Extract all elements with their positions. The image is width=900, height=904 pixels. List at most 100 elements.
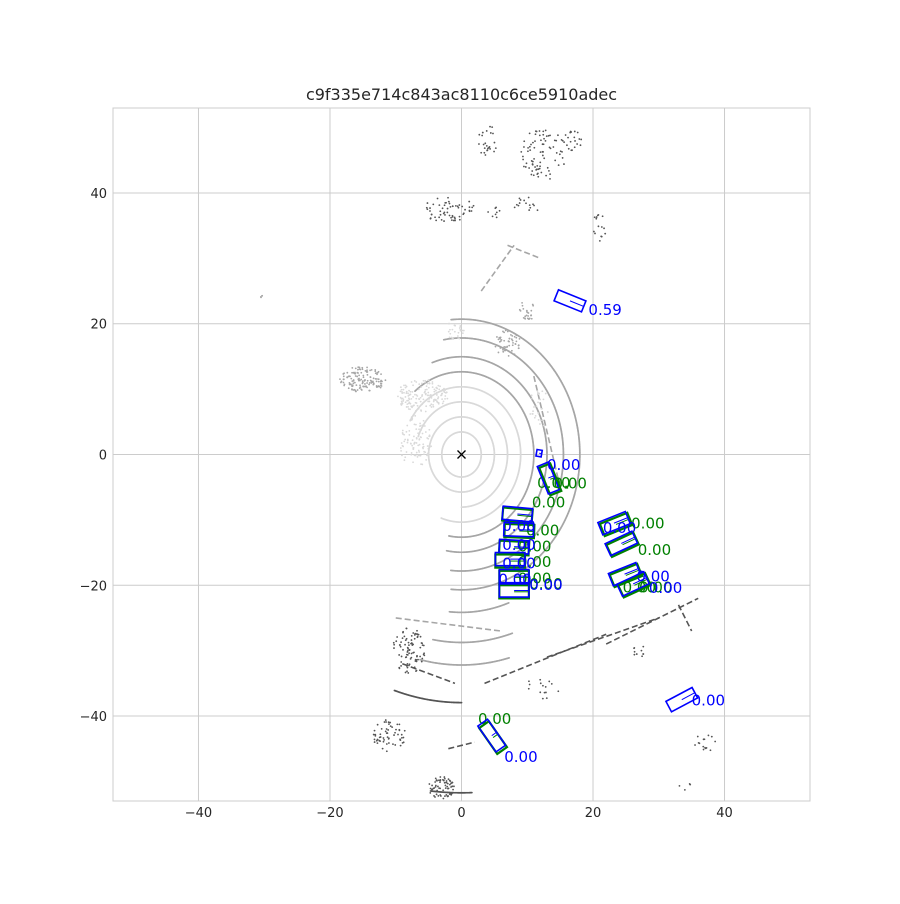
lidar-point [523, 317, 525, 319]
lidar-point [427, 202, 429, 204]
lidar-point [508, 355, 510, 357]
lidar-point [423, 654, 425, 656]
lidar-point [420, 401, 422, 403]
lidar-point [433, 388, 435, 390]
lidar-point [489, 148, 491, 150]
lidar-point [429, 397, 431, 399]
lidar-point [399, 667, 401, 669]
lidar-point [423, 420, 425, 422]
lidar-point [445, 785, 447, 787]
lidar-point [401, 389, 403, 391]
lidar-point [421, 394, 423, 396]
lidar-point [532, 413, 534, 415]
lidar-point [495, 213, 497, 215]
lidar-point [426, 207, 428, 209]
lidar-point [444, 214, 446, 216]
lidar-point [506, 346, 508, 348]
lidar-point [633, 647, 635, 649]
lidar-point [416, 655, 418, 657]
lidar-point [441, 398, 443, 400]
lidar-point [531, 394, 533, 396]
lidar-point [366, 382, 368, 384]
lidar-point [451, 337, 453, 339]
lidar-point [459, 219, 461, 221]
lidar-point [444, 204, 446, 206]
lidar-point [406, 638, 408, 640]
lidar-point [400, 403, 402, 405]
lidar-point [426, 389, 428, 391]
lidar-point [461, 206, 463, 208]
lidar-point [401, 442, 403, 444]
y-tick-label: 0 [99, 449, 107, 464]
lidar-point [446, 391, 448, 393]
y-tick-label: 20 [90, 318, 107, 333]
lidar-point [402, 402, 404, 404]
lidar-point [450, 206, 452, 208]
lidar-point [443, 220, 445, 222]
lidar-point [407, 400, 409, 402]
lidar-point [567, 137, 569, 139]
lidar-point [487, 148, 489, 150]
lidar-point [383, 739, 385, 741]
lidar-point [530, 144, 532, 146]
lidar-point [406, 431, 408, 433]
lidar-point [520, 310, 522, 312]
lidar-point [375, 372, 377, 374]
lidar-point [443, 780, 445, 782]
lidar-point [498, 338, 500, 340]
x-tick-label: 20 [585, 806, 602, 821]
lidar-point [355, 375, 357, 377]
lidar-point [537, 401, 539, 403]
lidar-point [392, 743, 394, 745]
lidar-point [401, 656, 403, 658]
lidar-point [408, 430, 410, 432]
lidar-point [580, 144, 582, 146]
lidar-point [374, 734, 376, 736]
lidar-point [343, 385, 345, 387]
lidar-point [435, 219, 437, 221]
lidar-point [594, 216, 596, 218]
lidar-point [512, 344, 514, 346]
lidar-point [537, 176, 539, 178]
lidar-point [436, 793, 438, 795]
lidar-point [437, 786, 439, 788]
lidar-point [523, 200, 525, 202]
lidar-point [527, 150, 529, 152]
lidar-point [530, 174, 532, 176]
lidar-point [393, 734, 395, 736]
lidar-point [405, 392, 407, 394]
lidar-point [402, 742, 404, 744]
lidar-point [349, 384, 351, 386]
lidar-point [460, 330, 462, 332]
lidar-point [352, 385, 354, 387]
lidar-point [453, 220, 455, 222]
lidar-point [430, 394, 432, 396]
lidar-point [408, 402, 410, 404]
lidar-point [406, 451, 408, 453]
lidar-point [393, 644, 395, 646]
lidar-point [521, 302, 523, 304]
lidar-point [453, 785, 455, 787]
lidar-point [429, 792, 431, 794]
lidar-point [478, 134, 480, 136]
lidar-point [522, 159, 524, 161]
lidar-point [395, 640, 397, 642]
lidar-point [554, 139, 556, 141]
lidar-point [433, 391, 435, 393]
lidar-point [532, 304, 534, 306]
lidar-point [378, 740, 380, 742]
lidar-point [480, 152, 482, 154]
lidar-point [400, 646, 402, 648]
lidar-point [438, 204, 440, 206]
lidar-point [468, 201, 470, 203]
lidar-point [698, 742, 700, 744]
x-tick-label: 40 [716, 806, 733, 821]
lidar-point [409, 663, 411, 665]
lidar-point [464, 209, 466, 211]
lidar-point [377, 724, 379, 726]
lidar-point [379, 733, 381, 735]
lidar-point [359, 384, 361, 386]
lidar-point [427, 438, 429, 440]
lidar-point [442, 798, 444, 800]
lidar-point [568, 148, 570, 150]
